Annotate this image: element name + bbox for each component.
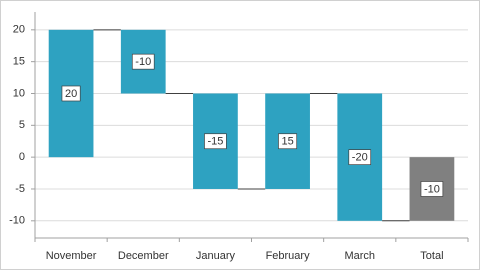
x-tick-label: Total	[420, 250, 443, 262]
value-label-box	[131, 53, 155, 70]
x-tick-label: February	[266, 250, 311, 262]
x-tick-label: November	[46, 250, 97, 262]
value-label-box	[204, 133, 227, 150]
value-label-box	[61, 85, 81, 102]
y-tick-label: 10	[13, 87, 25, 99]
value-label: -20	[352, 152, 368, 164]
value-label: 15	[281, 136, 293, 148]
x-tick-label: March	[344, 250, 375, 262]
value-label-box	[348, 149, 372, 165]
value-label-box	[278, 133, 298, 150]
y-tick-label: 0	[19, 151, 25, 163]
value-label: -15	[207, 136, 223, 148]
value-label: -10	[424, 183, 440, 195]
value-label-box	[420, 181, 444, 197]
y-tick-label: -5	[15, 183, 25, 195]
x-tick-label: December	[118, 250, 169, 262]
value-label: 20	[65, 88, 77, 100]
x-tick-label: January	[196, 250, 236, 262]
y-tick-label: 5	[19, 119, 25, 131]
y-tick-label: -10	[9, 215, 25, 227]
y-tick-label: 15	[13, 56, 25, 68]
value-label: -10	[135, 56, 151, 68]
y-tick-label: 20	[13, 24, 25, 36]
